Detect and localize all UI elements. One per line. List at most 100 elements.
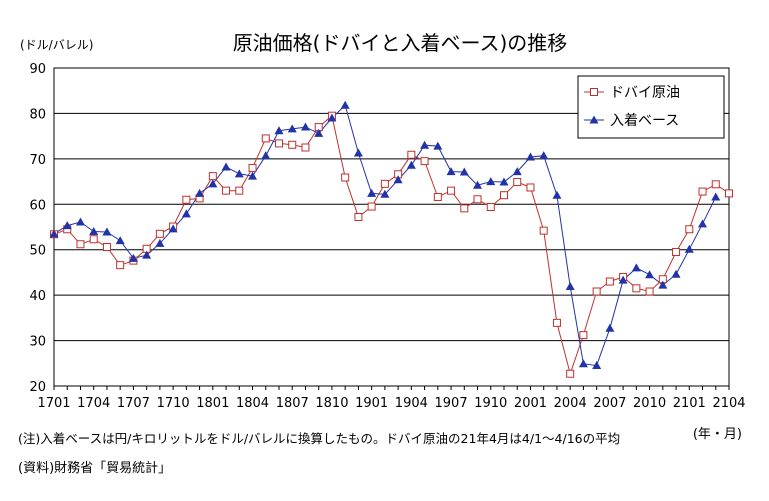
- data-point-inchaku: [314, 128, 324, 137]
- x-tick-label: 1901: [355, 396, 388, 411]
- x-tick-label: 2010: [633, 396, 666, 411]
- data-point-inchaku: [287, 124, 297, 133]
- data-point-dubai: [89, 235, 98, 244]
- data-point-inchaku: [525, 152, 535, 161]
- data-point-inchaku: [75, 217, 85, 226]
- data-point-inchaku: [618, 275, 628, 284]
- plot-area: [53, 67, 730, 387]
- series-line-inchaku: [53, 104, 717, 367]
- data-point-dubai: [460, 204, 469, 213]
- data-point-dubai: [526, 183, 535, 192]
- data-point-inchaku: [486, 177, 496, 186]
- data-point-inchaku: [406, 160, 416, 169]
- data-point-dubai: [433, 193, 442, 202]
- data-point-dubai: [711, 180, 720, 189]
- y-tick-label: 80: [29, 107, 46, 122]
- y-tick-label: 30: [29, 335, 46, 350]
- data-point-inchaku: [645, 270, 655, 279]
- data-point-inchaku: [300, 122, 310, 131]
- data-point-inchaku: [539, 151, 549, 160]
- x-tick-label: 1907: [435, 396, 468, 411]
- y-tick-label: 60: [29, 198, 46, 213]
- data-point-inchaku: [261, 151, 271, 160]
- x-axis-ticks: 1701 1704 1707 1710 1801 1804 1807 1810 1901 1904…: [37, 386, 746, 411]
- data-point-dubai: [725, 189, 733, 198]
- data-point-inchaku: [353, 148, 363, 157]
- data-point-dubai: [155, 229, 164, 238]
- data-point-inchaku: [512, 167, 522, 176]
- data-point-dubai: [301, 143, 310, 152]
- data-point-inchaku: [155, 238, 165, 247]
- data-point-inchaku: [168, 224, 178, 233]
- legend-marker-inchaku: [589, 115, 599, 124]
- x-tick-label: 2001: [514, 396, 547, 411]
- data-point-dubai: [222, 186, 231, 195]
- data-point-inchaku: [195, 188, 205, 197]
- data-point-inchaku: [446, 167, 456, 176]
- y-axis-ticks: 20 30 40 50 60 70 80 90: [29, 62, 46, 395]
- data-point-dubai: [605, 277, 614, 286]
- x-tick-label: 1707: [117, 396, 150, 411]
- data-point-inchaku: [367, 188, 377, 197]
- data-point-inchaku: [592, 361, 602, 370]
- series-line-dubai: [53, 114, 730, 376]
- data-point-dubai: [592, 287, 601, 296]
- x-axis-label: (年・月): [693, 427, 742, 442]
- data-point-inchaku: [380, 189, 390, 198]
- x-tick-label: 1701: [37, 396, 70, 411]
- data-point-dubai: [566, 369, 575, 378]
- data-point-dubai: [182, 195, 191, 204]
- data-point-inchaku: [578, 359, 588, 368]
- data-point-inchaku: [115, 236, 125, 245]
- legend-label-inchaku: 入着ベース: [610, 113, 679, 129]
- legend-box: [577, 75, 725, 139]
- data-point-inchaku: [671, 269, 681, 278]
- data-point-inchaku: [49, 229, 59, 238]
- data-point-dubai: [261, 134, 270, 143]
- data-point-inchaku: [605, 323, 615, 332]
- data-point-inchaku: [221, 162, 231, 171]
- data-point-dubai: [486, 203, 495, 212]
- data-point-inchaku: [274, 126, 284, 135]
- data-point-inchaku: [327, 113, 337, 122]
- legend-label-dubai: ドバイ原油: [610, 85, 680, 101]
- data-point-dubai: [235, 186, 244, 195]
- data-point-dubai: [367, 202, 376, 211]
- data-point-dubai: [354, 213, 363, 222]
- y-tick-label: 40: [29, 289, 46, 304]
- x-tick-label: 1710: [157, 396, 190, 411]
- data-point-inchaku: [459, 167, 469, 176]
- data-point-inchaku: [181, 209, 191, 218]
- y-tick-label: 50: [29, 244, 46, 259]
- data-point-dubai: [632, 284, 641, 293]
- data-point-dubai: [645, 287, 654, 296]
- x-tick-label: 2007: [593, 396, 626, 411]
- y-tick-label: 70: [29, 153, 46, 168]
- data-point-inchaku: [420, 140, 430, 149]
- data-point-dubai: [539, 226, 548, 235]
- data-point-dubai: [380, 179, 389, 188]
- data-point-inchaku: [102, 227, 112, 236]
- data-point-inchaku: [248, 171, 258, 180]
- data-point-inchaku: [89, 227, 99, 236]
- data-point-inchaku: [499, 177, 509, 186]
- data-point-dubai: [420, 157, 429, 166]
- chart-title: 原油価格(ドバイと入着ベース)の推移: [233, 31, 568, 55]
- data-point-inchaku: [340, 100, 350, 109]
- series-layer: [49, 100, 733, 378]
- data-point-inchaku: [62, 221, 72, 230]
- data-point-inchaku: [552, 190, 562, 199]
- source-note: (資料)財務省「貿易統計」: [18, 461, 172, 476]
- y-tick-label: 90: [29, 62, 46, 77]
- x-tick-label: 1810: [315, 396, 348, 411]
- data-point-dubai: [248, 163, 257, 172]
- footnote: (注)入着ベースは円/キロリットルをドル/バレルに換算したもの。ドバイ原油の21…: [18, 431, 621, 446]
- data-point-dubai: [116, 261, 125, 270]
- legend-marker-dubai: [590, 88, 598, 96]
- data-point-dubai: [102, 242, 111, 251]
- y-axis-unit-label: (ドル/バレル): [20, 38, 93, 52]
- data-point-inchaku: [208, 179, 218, 188]
- y-tick-label: 20: [29, 380, 46, 395]
- x-tick-label: 1904: [395, 396, 428, 411]
